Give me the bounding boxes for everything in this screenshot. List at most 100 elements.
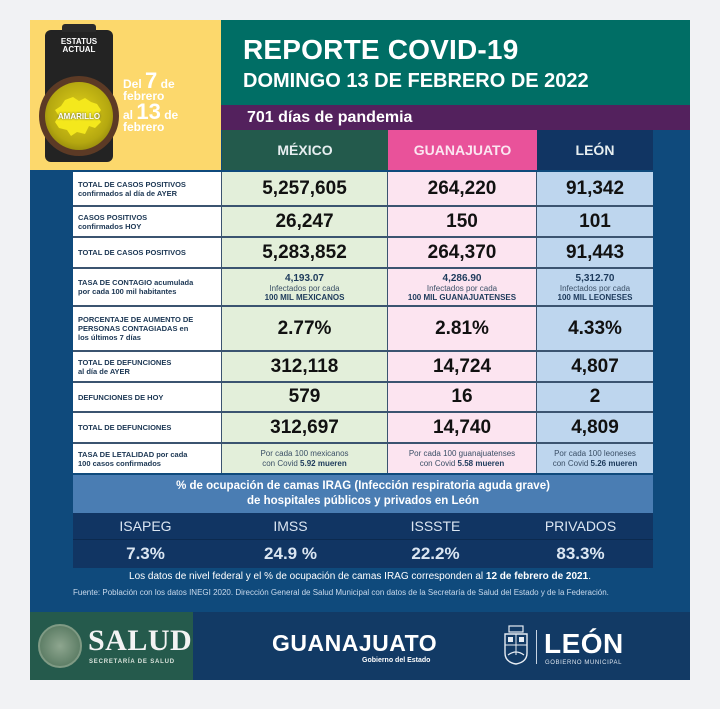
- covid-report-card: ESTATUS ACTUAL AMARILLO Del 7 de febrero…: [30, 20, 690, 680]
- lethality-value: 5.26 mueren: [590, 458, 638, 468]
- cell-value: 4.33%: [568, 317, 622, 339]
- salud-subtitle: SECRETARÍA DE SALUD: [89, 659, 175, 665]
- cell-value: 264,220: [427, 177, 497, 199]
- cell-value: 150: [446, 210, 478, 232]
- rate-caption: Infectados por cada: [559, 283, 631, 293]
- cell-value: 5,257,605: [262, 177, 347, 199]
- lethality-value: 5.92 mueren: [300, 458, 347, 468]
- report-date: DOMINGO 13 DE FEBRERO DE 2022: [243, 70, 589, 92]
- row-label: TOTAL DE DEFUNCIONES: [73, 413, 222, 442]
- rate-population: 100 MIL GUANAJUATENSES: [407, 292, 517, 302]
- left-strip: [30, 170, 73, 475]
- irag-title-line2: de hospitales públicos y privados en Leó…: [247, 495, 479, 507]
- lethality-prefix: con Covid: [419, 458, 456, 468]
- date-to-prefix: al: [123, 108, 134, 122]
- table-row: PORCENTAJE DE AUMENTO DE PERSONAS CONTAG…: [73, 307, 653, 352]
- rate-population: 100 MIL LEONESES: [557, 292, 633, 302]
- cell-value: 16: [451, 386, 473, 407]
- irag-table: ISAPEG 7.3% IMSS 24.9 % ISSSTE 22.2% PRIVAD…: [73, 513, 653, 568]
- date-from-day: 7: [145, 68, 158, 93]
- pandemic-days: 701 días de pandemia: [221, 105, 690, 130]
- source-note: Fuente: Población con los datos INEGI 20…: [73, 588, 609, 597]
- stats-table: TOTAL DE CASOS POSITIVOS confirmados al d…: [73, 172, 653, 473]
- mexico-coat-of-arms-icon: [38, 624, 82, 668]
- column-header-mexico: MÉXICO: [222, 130, 388, 170]
- irag-item: ISSSTE 22.2%: [363, 513, 508, 568]
- rate-value: 4,193.07: [285, 272, 324, 284]
- irag-name: ISAPEG: [73, 513, 218, 540]
- column-header-leon: LEÓN: [537, 130, 653, 170]
- date-range: Del 7 de febrero al 13 de febrero: [123, 70, 179, 134]
- traffic-light-icon: ESTATUS ACTUAL AMARILLO: [39, 24, 119, 162]
- cell-value: 4,807: [571, 355, 619, 377]
- cell-value: 312,118: [270, 355, 339, 377]
- irag-title-line1: % de ocupación de camas IRAG (Infección …: [176, 480, 550, 492]
- date-from-month: febrero: [123, 89, 165, 103]
- lethality-prefix: con Covid: [262, 458, 298, 468]
- date-to-suffix: de: [164, 108, 179, 122]
- leon-shield-icon: [504, 625, 528, 665]
- lethality-prefix: con Covid: [552, 458, 589, 468]
- guanajuato-subtitle: Gobierno del Estado: [362, 657, 431, 664]
- table-row: TOTAL DE DEFUNCIONES 312,697 14,740 4,80…: [73, 413, 653, 444]
- leon-subtitle: GOBIERNO MUNICIPAL: [545, 660, 623, 666]
- cell-value: 91,342: [565, 177, 625, 199]
- irag-value: 7.3%: [126, 544, 165, 563]
- date-to-day: 13: [136, 99, 161, 124]
- row-label: CASOS POSITIVOS confirmados HOY: [73, 207, 222, 236]
- cell-value: 14,724: [432, 355, 492, 377]
- cell-value: 2.77%: [277, 317, 332, 339]
- irag-name: IMSS: [218, 513, 363, 540]
- date-from-prefix: Del: [123, 77, 142, 91]
- row-label: TOTAL DE DEFUNCIONES al día de AYER: [73, 352, 222, 381]
- note-suffix: .: [588, 571, 591, 582]
- rate-value: 4,286.90: [442, 272, 482, 284]
- cell-value: 2.81%: [435, 317, 489, 339]
- irag-value: 83.3%: [556, 544, 605, 563]
- cell-value: 2: [589, 386, 601, 407]
- date-from-suffix: de: [160, 77, 175, 91]
- rate-caption: Infectados por cada: [269, 283, 340, 293]
- irag-name: PRIVADOS: [508, 513, 653, 540]
- irag-name: ISSSTE: [363, 513, 508, 540]
- rate-value: 5,312.70: [575, 272, 615, 284]
- cell-value: 264,370: [427, 241, 497, 263]
- cell-value: 101: [579, 210, 611, 232]
- irag-value: 24.9 %: [264, 544, 317, 563]
- irag-item: PRIVADOS 83.3%: [508, 513, 653, 568]
- cell-value: 4,809: [571, 416, 619, 438]
- data-date-note: Los datos de nivel federal y el % de ocu…: [30, 571, 690, 582]
- cell-value: 579: [288, 386, 321, 407]
- table-row: TOTAL DE CASOS POSITIVOS confirmados al d…: [73, 172, 653, 207]
- salud-wordmark: SALUD: [88, 624, 193, 657]
- table-row: CASOS POSITIVOS confirmados HOY 26,247 15…: [73, 207, 653, 238]
- table-row: TOTAL DE CASOS POSITIVOS 5,283,852 264,3…: [73, 238, 653, 269]
- state-map-icon: [55, 97, 101, 136]
- row-label: DEFUNCIONES DE HOY: [73, 383, 222, 411]
- table-row: TOTAL DE DEFUNCIONES al día de AYER 312,1…: [73, 352, 653, 383]
- note-date: 12 de febrero de 2021: [485, 571, 589, 582]
- rate-caption: Infectados por cada: [426, 283, 498, 293]
- table-row: TASA DE CONTAGIO acumulada por cada 100 m…: [73, 269, 653, 307]
- page-title: REPORTE COVID-19: [243, 34, 519, 65]
- logos-band: GUANAJUATO Gobierno del Estado LEÓN GOBI…: [193, 612, 690, 680]
- table-row: TASA DE LETALIDAD por cada 100 casos conf…: [73, 444, 653, 473]
- row-label: TASA DE CONTAGIO acumulada por cada 100 m…: [73, 269, 222, 305]
- irag-title: % de ocupación de camas IRAG (Infección …: [73, 475, 653, 513]
- row-label: TOTAL DE CASOS POSITIVOS: [73, 238, 222, 267]
- cell-value: 91,443: [565, 241, 625, 263]
- row-label: TOTAL DE CASOS POSITIVOS confirmados al d…: [73, 172, 222, 205]
- irag-value: 22.2%: [411, 544, 460, 563]
- traffic-light-lens: AMARILLO: [39, 76, 119, 156]
- table-row: DEFUNCIONES DE HOY 579 16 2: [73, 383, 653, 413]
- cell-value: 5,283,852: [262, 241, 347, 263]
- row-label: PORCENTAJE DE AUMENTO DE PERSONAS CONTAG…: [73, 307, 222, 350]
- lethality-caption: Por cada 100 guanajuatenses: [408, 448, 516, 458]
- note-text: Los datos de nivel federal y el % de ocu…: [129, 571, 484, 582]
- lethality-caption: Por cada 100 mexicanos: [260, 448, 349, 458]
- rate-population: 100 MIL MEXICANOS: [264, 292, 345, 302]
- column-header-guanajuato: GUANAJUATO: [388, 130, 537, 170]
- leon-wordmark: LEÓN: [544, 628, 624, 659]
- status-label: ESTATUS ACTUAL: [60, 37, 98, 54]
- report-header: REPORTE COVID-19 DOMINGO 13 DE FEBRERO D…: [221, 20, 690, 105]
